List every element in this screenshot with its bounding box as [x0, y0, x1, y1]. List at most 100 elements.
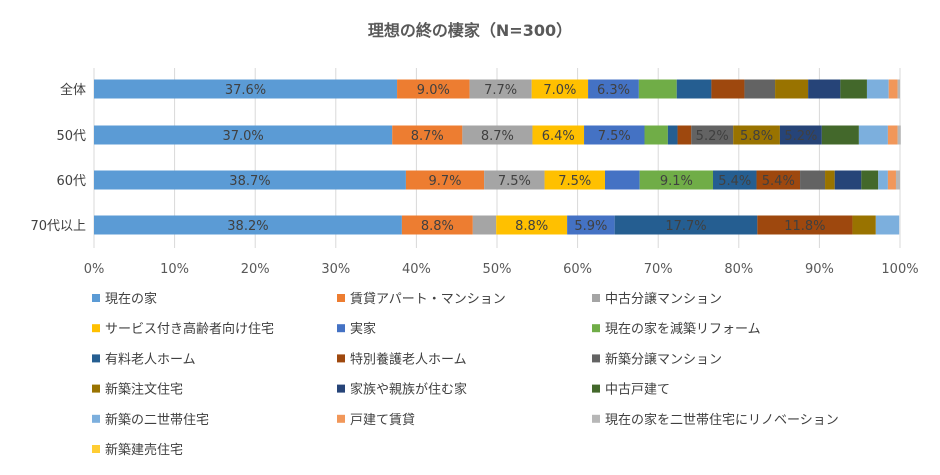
bar-segment: [887, 125, 898, 145]
bar-segment: [667, 125, 678, 145]
data-label: 11.8%: [784, 219, 825, 234]
data-label: 37.0%: [222, 129, 263, 144]
bar-segment: [887, 170, 896, 190]
bar-segment: [897, 125, 901, 145]
bar-segment: [875, 215, 900, 235]
legend-label: 現在の家を二世帯住宅にリノベーション: [605, 412, 839, 428]
data-label: 7.5%: [598, 129, 631, 144]
bar-segment: [711, 79, 745, 99]
category-label: 60代: [56, 174, 86, 189]
chart-title: 理想の終の棲家（N=300）: [368, 21, 572, 40]
bar-segment: [614, 215, 758, 235]
legend-label: 新築注文住宅: [105, 382, 183, 398]
bar-segment: [405, 170, 485, 190]
data-label: 9.1%: [660, 174, 693, 189]
category-label: 50代: [56, 129, 86, 144]
bar-segment: [638, 79, 677, 99]
x-tick-label: 0%: [84, 262, 105, 277]
data-label: 9.0%: [417, 83, 450, 98]
data-label: 6.3%: [597, 83, 630, 98]
data-label: 6.4%: [542, 129, 575, 144]
data-label: 5.4%: [762, 174, 795, 189]
bar-segment: [94, 170, 406, 190]
legend-marker: [592, 384, 600, 393]
x-tick-label: 20%: [241, 262, 270, 277]
legend-label: 実家: [350, 321, 376, 337]
bar-segment: [588, 79, 639, 99]
legend-marker: [337, 324, 345, 333]
category-label: 全体: [60, 82, 86, 98]
legend-label: 新築建売住宅: [105, 442, 183, 458]
bar-segment: [472, 215, 497, 235]
data-label: 37.6%: [225, 83, 266, 98]
category-label: 70代以上: [30, 219, 86, 234]
bar-segment: [733, 125, 780, 145]
bar-segment: [462, 125, 533, 145]
bar-segment: [644, 125, 668, 145]
bar-segment: [878, 170, 888, 190]
data-label: 5.9%: [574, 219, 607, 234]
bar-segment: [544, 170, 606, 190]
bar-segment: [757, 215, 853, 235]
x-tick-label: 60%: [563, 262, 592, 277]
bar-segment: [825, 170, 835, 190]
bar-segment: [808, 79, 841, 99]
bar-segment: [858, 125, 888, 145]
legend-label: 新築の二世帯住宅: [105, 412, 209, 428]
data-label: 38.2%: [227, 219, 268, 234]
data-label: 38.7%: [229, 174, 270, 189]
bar-segment: [392, 125, 463, 145]
legend-marker: [92, 384, 100, 393]
legend-label: 賃貸アパート・マンション: [350, 291, 506, 307]
legend-label: 家族や親族が住む家: [350, 382, 467, 398]
bar-segment: [852, 215, 876, 235]
bar-segment: [834, 170, 862, 190]
bar-segment: [397, 79, 470, 99]
bar-segment: [532, 125, 585, 145]
bar-segment: [567, 215, 615, 235]
bar-segment: [775, 79, 809, 99]
x-tick-label: 100%: [881, 262, 918, 277]
data-label: 5.2%: [784, 129, 817, 144]
bar-segment: [484, 170, 545, 190]
bar-segment: [94, 215, 402, 235]
legend-label: 戸建て賃貸: [350, 412, 415, 428]
bar-segment: [756, 170, 801, 190]
legend-marker: [592, 354, 600, 363]
data-label: 5.4%: [718, 174, 751, 189]
bar-segment: [94, 125, 393, 145]
bar-segment: [888, 79, 898, 99]
bar-segment: [713, 170, 757, 190]
bar-segment: [677, 125, 692, 145]
x-tick-label: 70%: [644, 262, 673, 277]
legend-label: 中古分譲マンション: [605, 291, 722, 307]
data-label: 8.7%: [411, 129, 444, 144]
data-label: 8.7%: [481, 129, 514, 144]
bar-segment: [895, 170, 900, 190]
bar-segment: [469, 79, 532, 99]
bar-segment: [639, 170, 714, 190]
bar-segment: [897, 79, 900, 99]
legend-label: 中古戸建て: [605, 383, 670, 398]
data-label: 8.8%: [421, 219, 454, 234]
data-label: 5.8%: [740, 129, 773, 144]
bar-segment: [676, 79, 712, 99]
legend-label: 現在の家を減築リフォーム: [605, 321, 761, 337]
bar-segment: [94, 79, 398, 99]
legend-marker: [92, 445, 100, 453]
data-label: 8.8%: [515, 219, 548, 234]
bar-segment: [861, 170, 879, 190]
bar-segment: [401, 215, 473, 235]
data-label: 7.5%: [558, 174, 591, 189]
data-label: 7.0%: [543, 83, 576, 98]
legend-marker: [337, 384, 345, 393]
bar-segment: [779, 125, 822, 145]
bar-segment: [840, 79, 867, 99]
bar-segment: [605, 170, 640, 190]
bar-segment: [821, 125, 859, 145]
x-tick-label: 40%: [402, 262, 431, 277]
legend-marker: [92, 414, 100, 423]
data-label: 7.5%: [498, 174, 531, 189]
